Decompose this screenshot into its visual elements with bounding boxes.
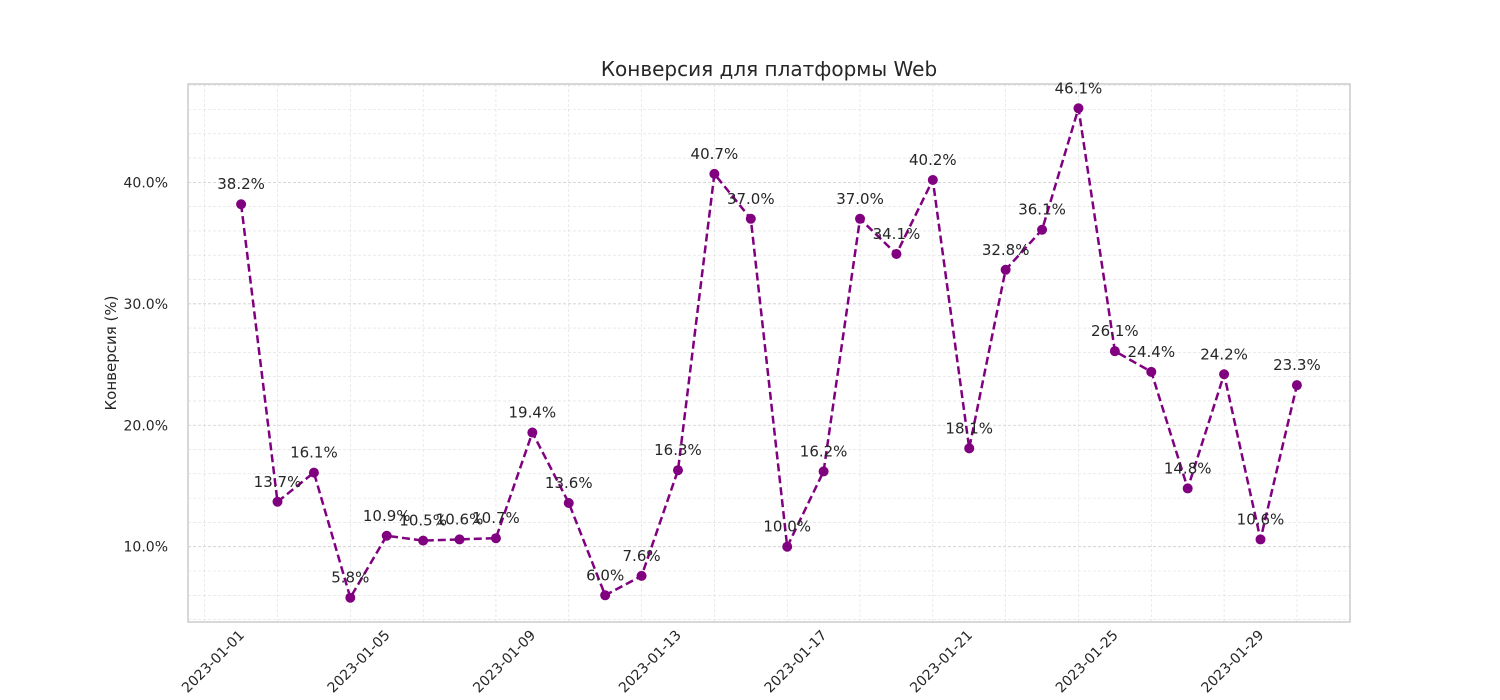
data-point (745, 213, 756, 224)
data-point (1146, 366, 1157, 377)
x-tick-label: 2023-01-25 (1053, 628, 1122, 697)
data-point (1255, 534, 1266, 545)
data-label: 38.2% (217, 175, 265, 193)
data-label: 24.2% (1200, 345, 1248, 363)
data-label: 40.2% (909, 151, 957, 169)
data-point (818, 466, 829, 477)
x-tick-label: 2023-01-21 (907, 628, 976, 697)
data-label: 5.8% (331, 569, 369, 587)
data-point (236, 199, 247, 210)
data-label: 18.1% (945, 419, 993, 437)
series-line (239, 107, 1299, 601)
y-ticks: 10.0% 20.0% 30.0% 40.0% (124, 175, 168, 555)
data-label: 34.1% (873, 225, 921, 243)
data-point (345, 592, 356, 603)
plot-frame (187, 83, 1351, 623)
grid (188, 84, 1350, 622)
data-label: 37.0% (836, 190, 884, 208)
data-point (490, 533, 501, 544)
data-point (709, 168, 720, 179)
data-label: 16.2% (800, 442, 848, 460)
data-label: 10.9% (363, 507, 411, 525)
data-point (1291, 380, 1302, 391)
data-point (454, 534, 465, 545)
data-label: 13.7% (254, 473, 302, 491)
data-label: 24.4% (1127, 343, 1175, 361)
y-tick-label: 20.0% (124, 418, 168, 434)
data-labels: 38.2%13.7%16.1%5.8%10.9%10.5%10.6%10.7%1… (217, 79, 1320, 586)
data-label: 14.8% (1164, 459, 1212, 477)
data-label: 16.1% (290, 444, 338, 462)
data-label: 19.4% (509, 404, 557, 422)
data-point (1182, 483, 1193, 494)
x-tick-label: 2023-01-13 (616, 628, 685, 697)
data-point (1073, 103, 1084, 114)
data-label: 40.7% (691, 145, 739, 163)
data-point (1109, 346, 1120, 357)
y-tick-label: 40.0% (124, 175, 168, 191)
data-label: 10.5% (399, 512, 447, 530)
data-point (600, 590, 611, 601)
data-label: 10.6% (1237, 510, 1285, 528)
data-point (927, 174, 938, 185)
x-tick-label: 2023-01-29 (1198, 628, 1267, 697)
data-point (308, 467, 319, 478)
data-label: 6.0% (586, 566, 624, 584)
data-point (563, 497, 574, 508)
x-tick-label: 2023-01-17 (762, 628, 831, 697)
data-label: 10.7% (472, 509, 520, 527)
data-label: 10.0% (763, 518, 811, 536)
data-label: 13.6% (545, 474, 593, 492)
data-label: 46.1% (1055, 79, 1103, 97)
x-tick-label: 2023-01-05 (325, 628, 394, 697)
x-ticks: 2023-01-01 2023-01-05 2023-01-09 2023-01-13… (179, 628, 1267, 697)
data-label: 26.1% (1091, 322, 1139, 340)
data-point (1219, 369, 1230, 380)
x-tick-label: 2023-01-01 (179, 628, 248, 697)
chart-title: Конверсия для платформы Web (601, 57, 937, 81)
data-point (418, 535, 429, 546)
data-label: 37.0% (727, 190, 775, 208)
data-label: 36.1% (1018, 201, 1066, 219)
data-point (1000, 264, 1011, 275)
data-point (381, 530, 392, 541)
data-points (236, 103, 1302, 603)
data-point (891, 249, 902, 260)
y-tick-label: 30.0% (124, 297, 168, 313)
data-point (527, 427, 538, 438)
data-label: 7.6% (623, 547, 661, 565)
y-tick-label: 10.0% (124, 540, 168, 556)
data-point (272, 496, 283, 507)
data-label: 23.3% (1273, 356, 1321, 374)
data-label: 16.3% (654, 441, 702, 459)
data-point (672, 465, 683, 476)
data-point (1037, 224, 1048, 235)
y-axis-label: Конверсия (%) (102, 296, 120, 411)
data-label: 10.6% (436, 510, 484, 528)
data-point (636, 570, 647, 581)
data-point (855, 213, 866, 224)
data-label: 32.8% (982, 241, 1030, 259)
x-tick-label: 2023-01-09 (470, 628, 539, 697)
data-point (964, 443, 975, 454)
data-point (782, 541, 793, 552)
